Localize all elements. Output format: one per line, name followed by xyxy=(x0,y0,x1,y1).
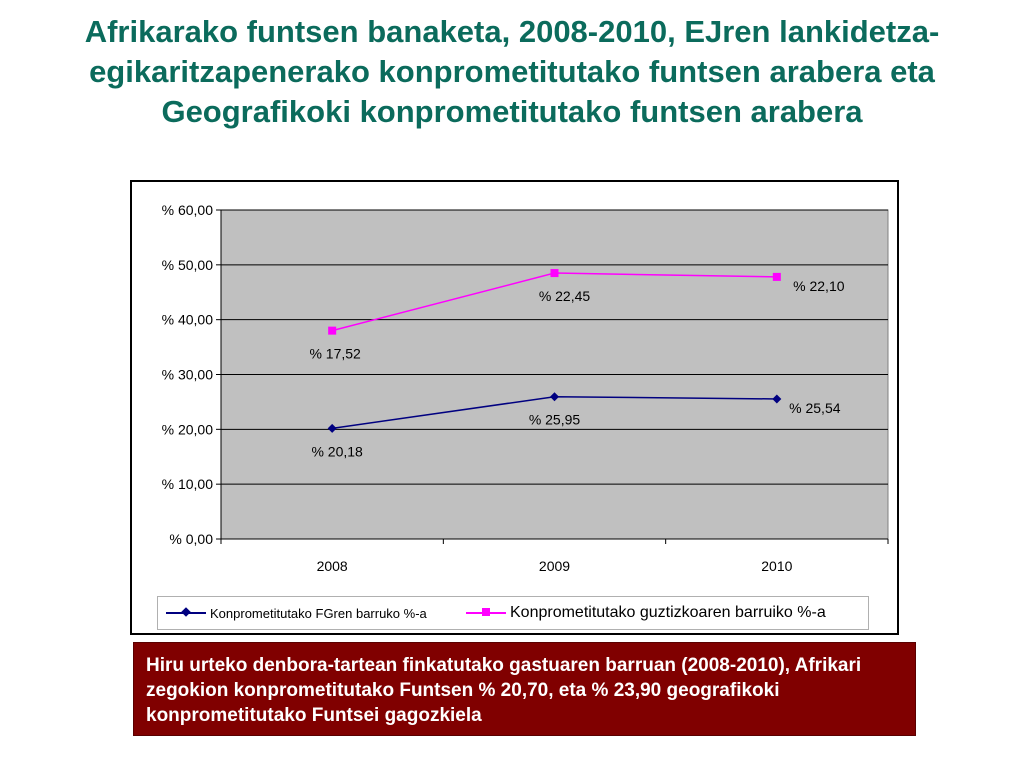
chart-frame: % 0,00 % 10,00 % 20,00 % 30,00 % 40,00 % 50,0… xyxy=(130,180,899,635)
chart-legend: Konprometitutako FGren barruko %-a Konpr… xyxy=(157,596,869,630)
diamond-marker-icon xyxy=(181,607,191,617)
slide-title: Afrikarako funtsen banaketa, 2008-2010, … xyxy=(84,14,940,129)
legend-label-series-2: Konprometitutako guztizkoaren barruiko %… xyxy=(510,604,826,621)
y-tick-label: % 0,00 xyxy=(169,531,213,547)
y-tick-label: % 30,00 xyxy=(162,367,214,383)
data-label: % 22,45 xyxy=(539,288,591,304)
data-point-diamond xyxy=(550,392,559,402)
legend-item-series-2: Konprometitutako guztizkoaren barruiko %… xyxy=(466,597,826,629)
data-label: % 22,10 xyxy=(793,278,845,294)
y-tick-label: % 40,00 xyxy=(162,312,214,328)
y-tick-label: % 20,00 xyxy=(162,421,214,437)
legend-item-series-1: Konprometitutako FGren barruko %-a xyxy=(166,597,427,629)
summary-note: Hiru urteko denbora-tartean finkatutako … xyxy=(133,642,916,736)
data-point-square xyxy=(772,272,781,281)
y-tick-label: % 60,00 xyxy=(162,202,214,218)
data-label: % 25,95 xyxy=(529,412,581,428)
square-marker-icon xyxy=(482,608,490,616)
legend-label-series-1: Konprometitutako FGren barruko %-a xyxy=(210,605,427,621)
x-tick-label: 2010 xyxy=(761,558,792,574)
y-tick-label: % 50,00 xyxy=(162,257,214,273)
legend-line-series-1 xyxy=(166,607,206,617)
data-point-square xyxy=(328,326,337,335)
x-tick-label: 2008 xyxy=(317,558,348,574)
data-label: % 17,52 xyxy=(309,346,361,362)
data-label: % 20,18 xyxy=(311,443,363,459)
y-tick-label: % 10,00 xyxy=(162,476,214,492)
data-point-square xyxy=(550,269,559,278)
legend-line-series-2 xyxy=(466,608,506,616)
data-label: % 25,54 xyxy=(789,400,841,416)
data-point-diamond xyxy=(772,394,782,404)
line-chart: % 0,00 % 10,00 % 20,00 % 30,00 % 40,00 % 50,0… xyxy=(162,202,889,574)
data-point-diamond xyxy=(327,423,337,433)
x-tick-label: 2009 xyxy=(539,558,570,574)
